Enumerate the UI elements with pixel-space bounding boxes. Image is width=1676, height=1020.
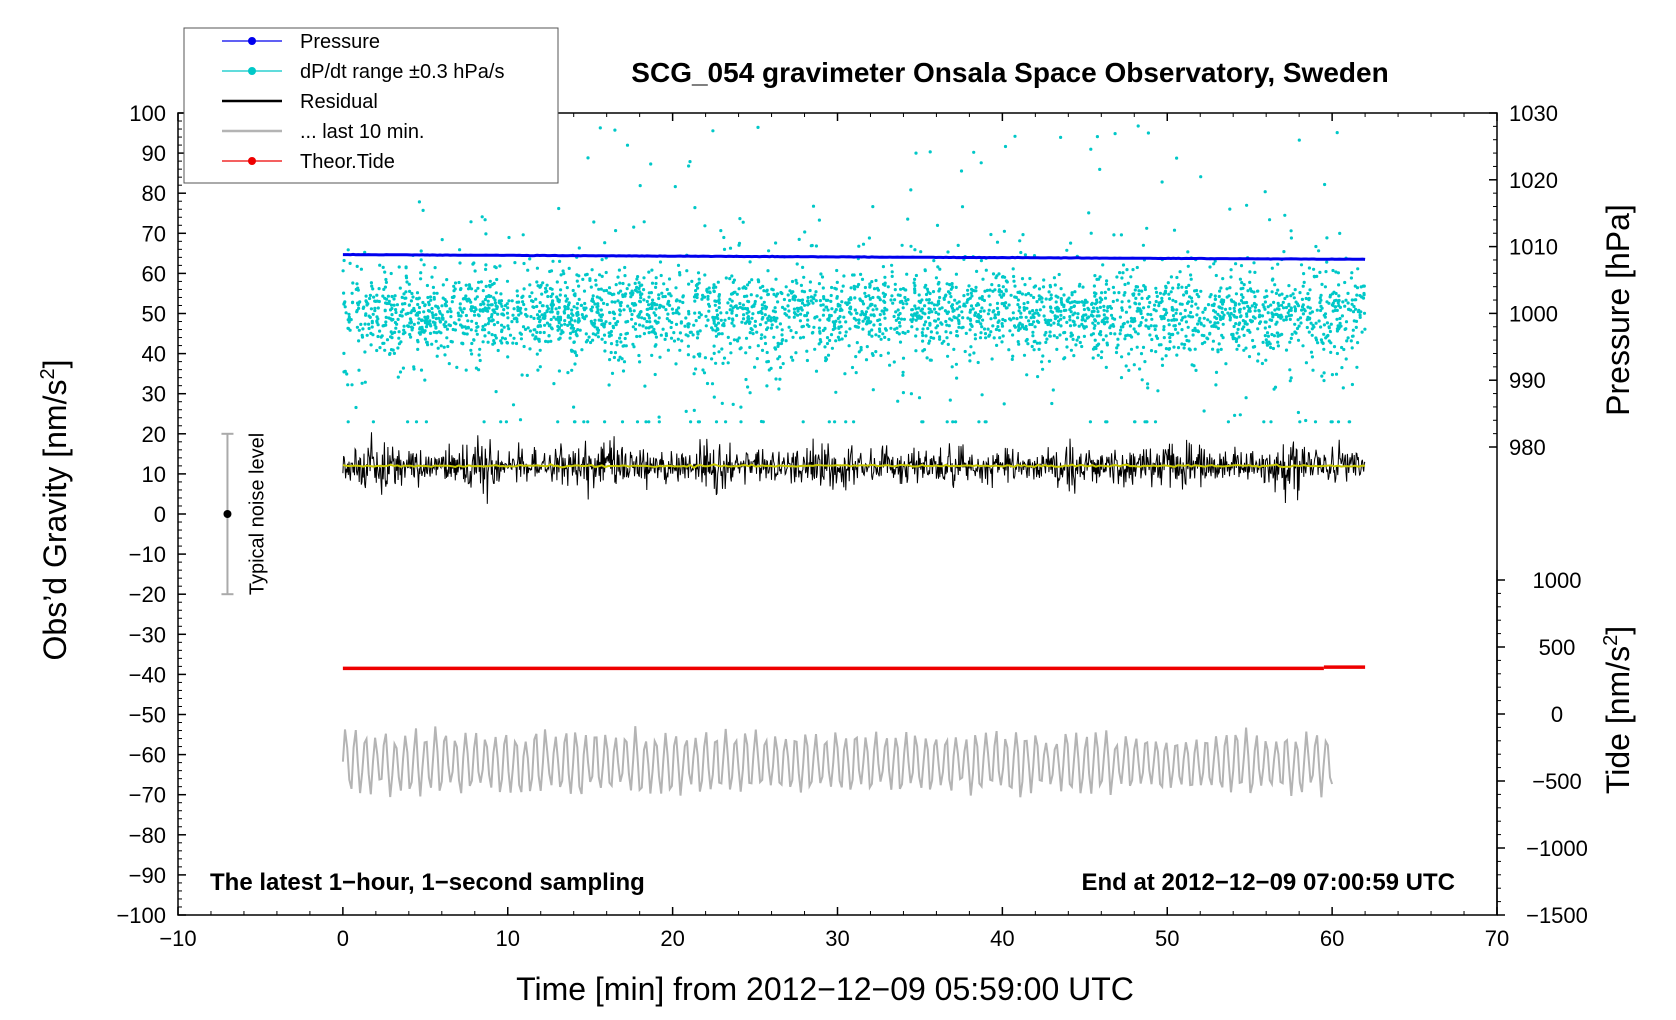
tide-axis-label-main: Tide [nm/s: [1600, 646, 1636, 794]
chart-title: SCG_054 gravimeter Onsala Space Observat…: [631, 57, 1388, 88]
y-tick-label: 100: [129, 101, 166, 126]
last-10-min-series: [341, 726, 1334, 798]
x-tick-label: 40: [990, 926, 1014, 951]
residual-smoothed-line: [342, 463, 1366, 470]
y-tick-label: −70: [129, 783, 166, 808]
pressure-axis-ticks: 1030 1020 1010 1000 990 980: [1489, 101, 1558, 460]
tide-axis-label-sup: 2: [1600, 635, 1622, 646]
pressure-series: [342, 252, 1366, 261]
tide-tick-label: −1500: [1526, 903, 1588, 928]
x-tick-label: 70: [1485, 926, 1509, 951]
tide-tick-label: 0: [1551, 702, 1563, 727]
y-tick-label: 80: [142, 181, 166, 206]
legend-swatch-dot: [248, 157, 256, 165]
pressure-tick-label: 1010: [1509, 235, 1558, 260]
pressure-tick-label: 1020: [1509, 168, 1558, 193]
x-axis-label: Time [min] from 2012−12−09 05:59:00 UTC: [516, 971, 1134, 1007]
tide-tick-label: 500: [1539, 635, 1576, 660]
x-tick-label: 0: [337, 926, 349, 951]
plot-frame: [177, 112, 1498, 916]
x-tick-label: 60: [1320, 926, 1344, 951]
legend-label: Pressure: [300, 31, 380, 53]
pressure-axis-label: Pressure [hPa]: [1600, 204, 1636, 416]
y-tick-label: 90: [142, 141, 166, 166]
tide-tick-label: 1000: [1533, 568, 1582, 593]
legend-swatch-dot: [248, 67, 256, 75]
y-tick-label: 0: [154, 502, 166, 527]
y-tick-label: −20: [129, 582, 166, 607]
y-axis-label-sup: 2: [37, 368, 59, 379]
residual-series: [342, 432, 1366, 504]
noise-bar-label: Typical noise level: [246, 433, 268, 595]
y-tick-label: 60: [142, 261, 166, 286]
y-tick-label: −100: [116, 903, 166, 928]
y-tick-label: −90: [129, 863, 166, 888]
y-axis-label-main: Obs’d Gravity [nm/s: [37, 380, 73, 661]
y-tick-label: −50: [129, 703, 166, 728]
legend-swatch-dot: [248, 37, 256, 45]
pressure-tick-label: 980: [1509, 435, 1546, 460]
tide-axis-ticks: 1000 500 0 −500 −1000 −1500: [1497, 568, 1588, 928]
theor-tide-series: [342, 665, 1366, 671]
y-tick-label: 50: [142, 302, 166, 327]
pressure-tick-label: 990: [1509, 368, 1546, 393]
legend-label: Residual: [300, 91, 378, 113]
y-axis-label-close: ]: [37, 360, 73, 369]
y-tick-label: −60: [129, 743, 166, 768]
legend: Pressure dP/dt range ±0.3 hPa/s Residual..…: [183, 27, 559, 184]
pressure-tick-label: 1030: [1509, 101, 1558, 126]
y-tick-label: 70: [142, 221, 166, 246]
legend-label: Theor.Tide: [300, 151, 395, 173]
x-axis-ticks: −10 0 10 20 30 40 50 60 70: [159, 113, 1509, 951]
end-time-annotation: End at 2012−12−09 07:00:59 UTC: [1081, 869, 1455, 896]
y-axis-ticks: 1009080706050403020100−10−20−30−40−50−60…: [116, 101, 186, 928]
tide-tick-label: −500: [1532, 769, 1582, 794]
y-tick-label: −30: [129, 622, 166, 647]
sampling-annotation: The latest 1−hour, 1−second sampling: [210, 869, 645, 896]
noise-bar-center: [223, 510, 232, 518]
y-tick-label: 30: [142, 382, 166, 407]
x-tick-label: 30: [825, 926, 849, 951]
x-tick-label: −10: [159, 926, 196, 951]
y-tick-label: −40: [129, 662, 166, 687]
residual-smoothed-series: [342, 463, 1366, 470]
x-tick-label: 20: [660, 926, 684, 951]
y-tick-label: −10: [129, 542, 166, 567]
legend-label: dP/dt range ±0.3 hPa/s: [300, 61, 504, 83]
y-tick-label: 10: [142, 462, 166, 487]
pressure-line: [342, 252, 1366, 261]
tide-tick-label: −1000: [1526, 836, 1588, 861]
legend-label: ... last 10 min.: [300, 121, 425, 143]
legend-box: [183, 27, 559, 184]
last-10-min-line: [341, 726, 1334, 798]
tide-axis-label-close: ]: [1600, 626, 1636, 635]
x-tick-label: 50: [1155, 926, 1179, 951]
x-tick-label: 10: [496, 926, 520, 951]
noise-level-bar: Typical noise level: [221, 432, 268, 596]
y-tick-label: 20: [142, 422, 166, 447]
y-tick-label: 40: [142, 342, 166, 367]
dpdt-scatter-series: [341, 124, 1367, 424]
y-axis-label: Obs’d Gravity [nm/s2]: [37, 360, 73, 661]
pressure-tick-label: 1000: [1509, 301, 1558, 326]
tide-axis-label: Tide [nm/s2]: [1600, 626, 1636, 794]
y-tick-label: −80: [129, 823, 166, 848]
dpdt-points: [341, 124, 1367, 424]
residual-line: [342, 432, 1366, 504]
